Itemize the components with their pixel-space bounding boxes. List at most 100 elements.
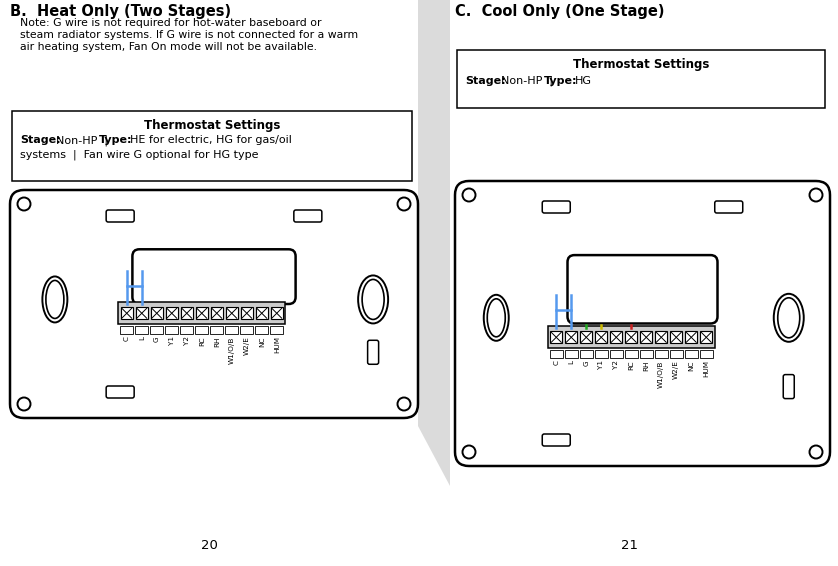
Bar xyxy=(625,350,638,358)
Bar xyxy=(118,302,285,324)
Text: W2/E: W2/E xyxy=(244,336,250,355)
Text: Stage:: Stage: xyxy=(20,135,60,145)
Bar xyxy=(685,350,698,358)
Bar xyxy=(195,326,209,335)
Bar xyxy=(196,307,208,319)
Bar xyxy=(595,350,608,358)
Bar xyxy=(640,331,652,344)
Text: G: G xyxy=(153,336,160,342)
Circle shape xyxy=(18,397,30,410)
Bar xyxy=(225,326,238,335)
Text: Y2: Y2 xyxy=(613,361,619,369)
Bar xyxy=(241,326,253,335)
Bar xyxy=(151,307,163,319)
Bar xyxy=(548,327,715,348)
Circle shape xyxy=(18,198,30,211)
FancyBboxPatch shape xyxy=(542,434,570,446)
Text: steam radiator systems. If G wire is not connected for a warm: steam radiator systems. If G wire is not… xyxy=(20,30,358,40)
Circle shape xyxy=(810,188,823,201)
Bar xyxy=(271,307,282,319)
Bar xyxy=(180,326,194,335)
Bar xyxy=(211,307,223,319)
Bar xyxy=(610,350,623,358)
Text: G: G xyxy=(583,361,589,366)
FancyBboxPatch shape xyxy=(106,210,134,222)
Bar xyxy=(610,331,623,344)
Bar xyxy=(625,331,637,344)
Bar xyxy=(225,307,238,319)
Text: W1/O/B: W1/O/B xyxy=(659,361,665,388)
Text: Y2: Y2 xyxy=(184,336,189,345)
Bar xyxy=(701,331,712,344)
Bar xyxy=(271,326,283,335)
Bar xyxy=(121,307,132,319)
Circle shape xyxy=(397,198,411,211)
Polygon shape xyxy=(418,0,450,486)
Bar xyxy=(565,350,577,358)
Text: Y1: Y1 xyxy=(168,336,175,345)
FancyBboxPatch shape xyxy=(294,210,322,222)
Text: HE for electric, HG for gas/oil: HE for electric, HG for gas/oil xyxy=(130,135,292,145)
Bar xyxy=(136,307,147,319)
Circle shape xyxy=(463,188,475,201)
Bar xyxy=(700,350,713,358)
Bar xyxy=(165,326,178,335)
Bar xyxy=(655,331,667,344)
Text: C: C xyxy=(124,336,130,341)
Text: RH: RH xyxy=(644,361,649,371)
Bar xyxy=(550,350,563,358)
Ellipse shape xyxy=(43,276,67,323)
FancyBboxPatch shape xyxy=(784,375,794,398)
Ellipse shape xyxy=(484,295,509,341)
Text: Non-HP  |: Non-HP | xyxy=(501,76,560,87)
Text: W1/O/B: W1/O/B xyxy=(229,336,235,363)
FancyBboxPatch shape xyxy=(715,201,742,213)
Text: RH: RH xyxy=(214,336,220,347)
Bar xyxy=(256,326,268,335)
Bar xyxy=(121,326,133,335)
Bar xyxy=(457,50,825,108)
Bar xyxy=(566,331,577,344)
Bar xyxy=(135,326,148,335)
FancyBboxPatch shape xyxy=(368,340,379,365)
Bar xyxy=(670,331,682,344)
Bar xyxy=(551,331,562,344)
FancyBboxPatch shape xyxy=(567,255,717,324)
Text: 20: 20 xyxy=(200,539,217,552)
FancyBboxPatch shape xyxy=(132,249,296,304)
Bar xyxy=(166,307,178,319)
Text: Type:: Type: xyxy=(99,135,132,145)
Bar xyxy=(181,307,193,319)
Circle shape xyxy=(397,397,411,410)
Text: Stage:: Stage: xyxy=(465,76,505,86)
Bar xyxy=(580,350,592,358)
FancyBboxPatch shape xyxy=(10,190,418,418)
Text: NC: NC xyxy=(259,336,265,347)
Text: C: C xyxy=(553,361,559,365)
Bar xyxy=(580,331,592,344)
Bar xyxy=(150,326,163,335)
Ellipse shape xyxy=(46,280,64,319)
Text: Y1: Y1 xyxy=(598,361,604,369)
Text: Thermostat Settings: Thermostat Settings xyxy=(573,58,709,71)
Ellipse shape xyxy=(362,280,384,319)
Bar xyxy=(210,326,223,335)
Text: Type:: Type: xyxy=(544,76,577,86)
Text: Non-HP  |: Non-HP | xyxy=(56,135,115,145)
FancyBboxPatch shape xyxy=(542,201,570,213)
Ellipse shape xyxy=(358,276,388,323)
Text: NC: NC xyxy=(688,361,694,371)
Bar xyxy=(12,111,412,181)
Text: 21: 21 xyxy=(620,539,638,552)
Bar xyxy=(670,350,683,358)
FancyBboxPatch shape xyxy=(455,181,830,466)
Bar xyxy=(654,350,668,358)
Text: RC: RC xyxy=(199,336,204,346)
Text: Note: G wire is not required for hot-water baseboard or: Note: G wire is not required for hot-wat… xyxy=(20,18,322,28)
Bar xyxy=(241,307,253,319)
Text: HUM: HUM xyxy=(703,361,709,378)
Text: HUM: HUM xyxy=(274,336,280,353)
Bar xyxy=(595,331,608,344)
Bar xyxy=(256,307,268,319)
Text: L: L xyxy=(568,361,574,365)
